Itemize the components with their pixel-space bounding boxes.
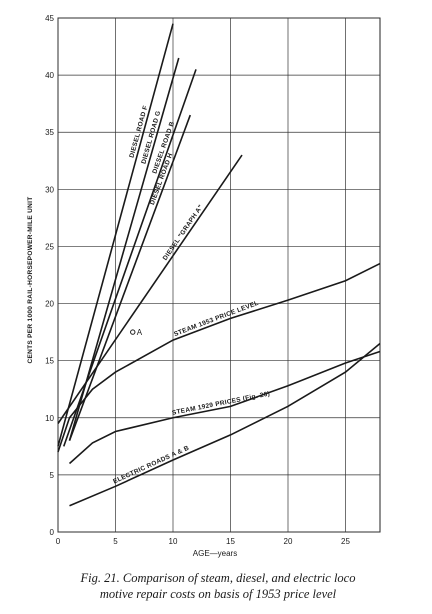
data-line <box>69 342 381 507</box>
series-label: DIESEL "GRAPH A" <box>162 204 205 262</box>
series-label: ELECTRIC ROADS A & B <box>112 445 190 486</box>
y-tick-label: 15 <box>45 357 54 366</box>
series-label: STEAM 1953 PRICE LEVEL <box>173 300 260 338</box>
y-tick-label: 10 <box>45 414 54 423</box>
caption: motive repair costs on basis of 1953 pri… <box>100 587 337 601</box>
x-tick-label: 25 <box>341 537 350 546</box>
x-axis-label: AGE—years <box>193 549 237 558</box>
annotation-text: A <box>137 328 143 337</box>
y-tick-label: 25 <box>45 242 54 251</box>
x-tick-label: 5 <box>113 537 118 546</box>
y-tick-label: 40 <box>45 71 54 80</box>
series-label-group: STEAM 1953 PRICE LEVEL <box>173 300 260 338</box>
x-tick-label: 20 <box>284 537 293 546</box>
x-tick-label: 0 <box>56 537 61 546</box>
x-tick-label: 15 <box>226 537 235 546</box>
caption: Fig. 21. Comparison of steam, diesel, an… <box>80 571 356 585</box>
y-tick-label: 20 <box>45 300 54 309</box>
y-tick-label: 45 <box>45 14 54 23</box>
series-label-group: STEAM 1929 PRICES (Fig. 20) <box>171 390 270 416</box>
data-line <box>57 262 381 453</box>
data-line <box>62 69 197 447</box>
series-label: STEAM 1929 PRICES (Fig. 20) <box>171 390 270 416</box>
data-line <box>68 350 381 465</box>
annotation-point <box>130 329 136 335</box>
data-line <box>57 154 243 424</box>
y-tick-label: 5 <box>50 471 55 480</box>
data-line <box>57 23 174 447</box>
x-tick-label: 10 <box>169 537 178 546</box>
y-axis-label: CENTS PER 1000 RAIL-HORSEPOWER-MILE UNIT <box>27 197 34 364</box>
plot-frame <box>57 17 381 533</box>
y-tick-label: 30 <box>45 185 54 194</box>
series-label-group: ELECTRIC ROADS A & B <box>112 445 190 486</box>
y-tick-label: 35 <box>45 128 54 137</box>
data-line <box>68 114 192 441</box>
series-label-group: DIESEL "GRAPH A" <box>162 204 205 262</box>
y-tick-label: 0 <box>50 528 55 537</box>
